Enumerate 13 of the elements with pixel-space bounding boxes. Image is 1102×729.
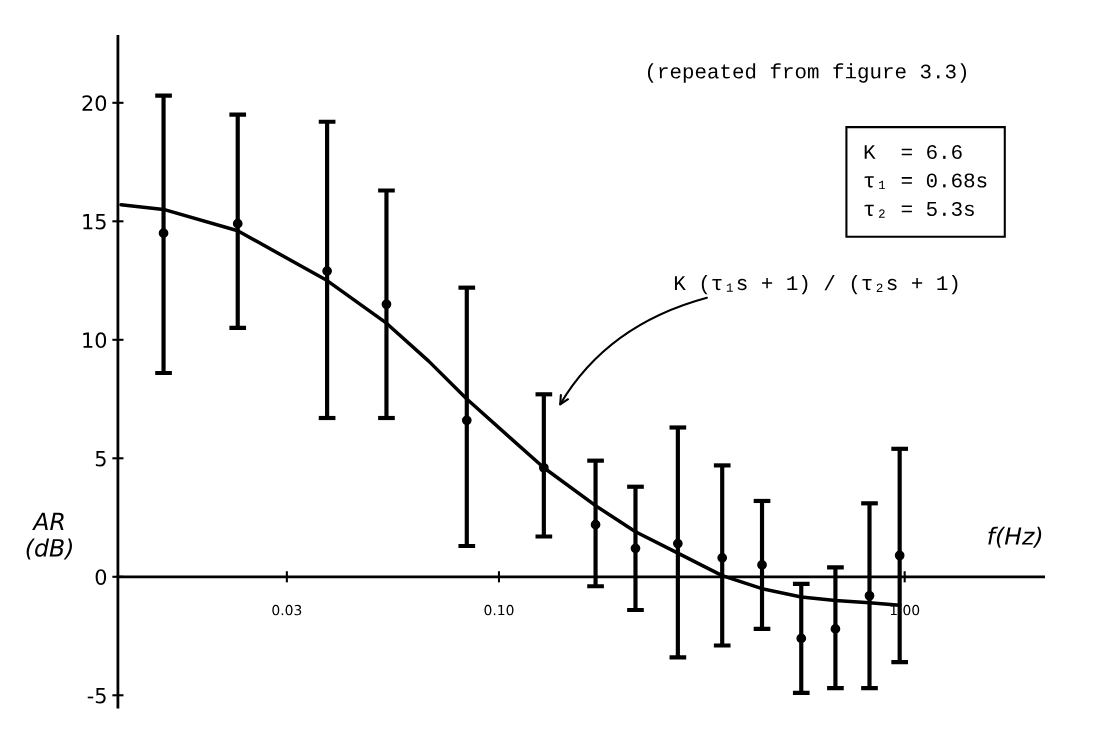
x-axis-title: f(Hz): [988, 526, 1042, 548]
y-tick-label: 5: [95, 451, 106, 467]
y-tick-label: 0: [95, 569, 107, 585]
annotation: K (τ₁s + 1) / (τ₂s + 1): [674, 274, 958, 295]
annotation: (repeated from figure 3.3): [647, 63, 967, 83]
y-tick-label: -5: [87, 688, 106, 704]
y-tick-label: 20: [82, 95, 107, 112]
y-tick-label: 15: [83, 214, 106, 230]
x-tick-label: 0.03: [272, 604, 302, 616]
annotation: K = 6.6 τ₁ = 0.68s τ₂ = 5.3s: [864, 144, 987, 218]
x-tick-label: 0.10: [484, 604, 514, 616]
y-axis-title: AR (dB): [26, 512, 72, 560]
y-tick-label: 10: [83, 332, 107, 349]
